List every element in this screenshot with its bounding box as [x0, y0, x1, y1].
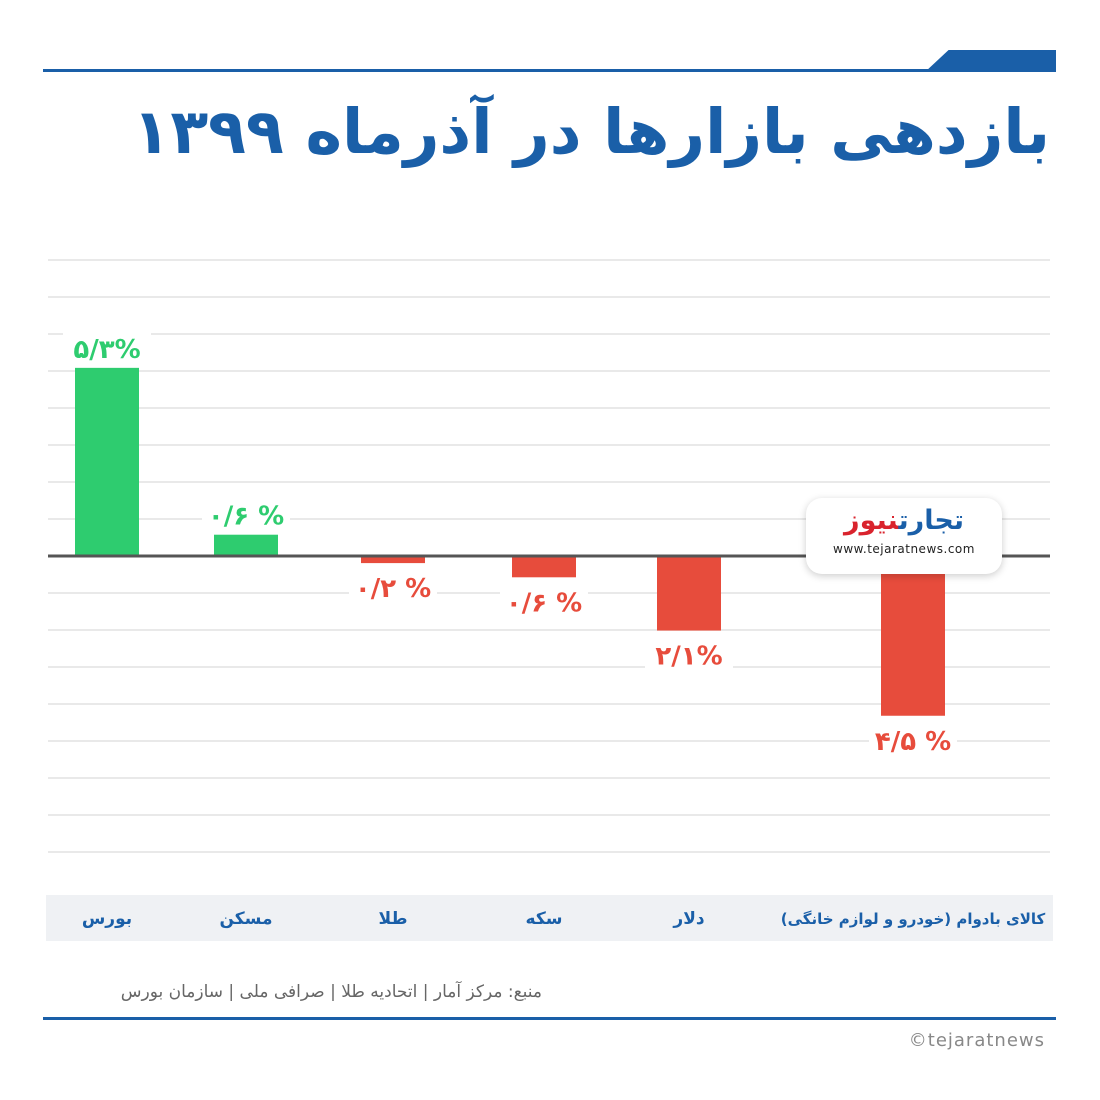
- value-label-bg: [500, 584, 588, 621]
- value-label: ۵/۳%: [73, 335, 140, 365]
- value-label: ۰/۶ %: [208, 502, 284, 532]
- category-band: [46, 895, 1053, 941]
- logo-word-blue: تجارت: [898, 505, 964, 536]
- bar: [214, 534, 278, 556]
- value-label: ۴/۵ %: [875, 727, 951, 757]
- logo-wordmark: تجارتنیوز: [806, 506, 1002, 536]
- value-label-bg: [349, 570, 437, 607]
- value-label-bg: [202, 497, 290, 534]
- value-label-bg: [645, 637, 733, 674]
- category-label: سکه: [526, 909, 563, 929]
- value-label-bg: [869, 722, 957, 759]
- value-label: ۲/۱%: [655, 642, 722, 672]
- top-tab-decoration: [925, 50, 1056, 72]
- category-label: دلار: [672, 909, 704, 929]
- logo-url: www.tejaratnews.com: [833, 541, 975, 556]
- value-label: ۰/۶ %: [506, 588, 582, 618]
- category-label: مسکن: [219, 909, 272, 929]
- source-note: منبع: مرکز آمار | اتحادیه طلا | صرافی مل…: [120, 982, 542, 1002]
- tejaratnews-logo: تجارتنیوز www.tejaratnews.com: [806, 498, 1002, 574]
- top-rule: [43, 69, 1056, 72]
- bar: [361, 556, 425, 564]
- value-label: ۰/۲ %: [355, 574, 431, 604]
- chart-title: بازدهی بازارها در آذرماه ۱۳۹۹: [132, 95, 1050, 168]
- bottom-rule: [43, 1017, 1056, 1020]
- category-label: طلا: [379, 909, 408, 929]
- value-label-bg: [63, 330, 151, 367]
- bar: [512, 556, 576, 578]
- bar: [657, 556, 721, 631]
- bar: [881, 556, 945, 716]
- logo-word-red: نیوز: [844, 505, 899, 536]
- bar: [75, 367, 139, 556]
- credit-text: ©tejaratnews: [908, 1030, 1045, 1051]
- category-label: کالای بادوام (خودرو و لوازم خانگی): [781, 910, 1046, 928]
- category-label: بورس: [82, 909, 132, 929]
